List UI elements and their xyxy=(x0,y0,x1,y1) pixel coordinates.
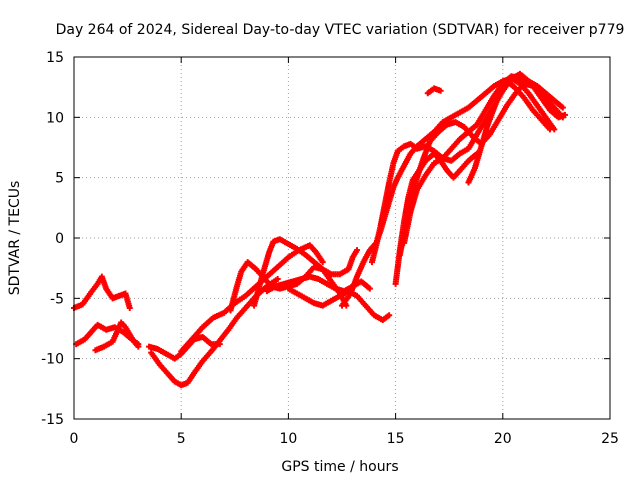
series-track-16 xyxy=(424,85,444,97)
y-axis-label: SDTVAR / TECUs xyxy=(7,181,23,296)
data-marker xyxy=(135,343,142,350)
data-marker xyxy=(559,104,566,111)
axis-ticks: 0 5 10 15 20 25 -15 -10 -5 0 5 10 15 xyxy=(41,50,619,447)
x-tick-label: 5 xyxy=(177,431,186,447)
series-track-17 xyxy=(465,78,553,186)
x-tick-label: 10 xyxy=(279,431,297,447)
y-tick-label: 15 xyxy=(46,50,64,66)
x-tick-label: 0 xyxy=(70,431,79,447)
x-tick-label: 25 xyxy=(601,431,619,447)
data-marker xyxy=(437,87,444,94)
x-tick-label: 20 xyxy=(494,431,512,447)
y-tick-label: -10 xyxy=(41,352,64,368)
y-tick-label: 0 xyxy=(55,231,64,247)
data-marker xyxy=(126,304,133,311)
series-track-5 xyxy=(148,276,281,389)
series-track-3 xyxy=(92,319,142,354)
y-tick-label: -5 xyxy=(50,291,64,307)
x-axis-label: GPS time / hours xyxy=(281,459,398,475)
data-marker xyxy=(366,285,373,292)
data-marker xyxy=(386,312,393,319)
series-track-13 xyxy=(392,150,481,287)
chart-title: Day 264 of 2024, Sidereal Day-to-day VTE… xyxy=(56,22,625,38)
series-track-15 xyxy=(401,73,566,246)
data-marker xyxy=(546,126,553,133)
data-marker xyxy=(319,259,326,266)
data-marker xyxy=(559,114,566,121)
y-tick-label: 5 xyxy=(55,171,64,187)
y-tick-label: -15 xyxy=(41,412,64,428)
series-track-8 xyxy=(251,236,361,309)
series-track-1 xyxy=(71,273,133,311)
x-tick-label: 15 xyxy=(387,431,405,447)
data-marker xyxy=(274,276,281,283)
y-tick-label: 10 xyxy=(46,110,64,126)
data-points xyxy=(71,70,568,389)
data-marker xyxy=(354,247,361,254)
